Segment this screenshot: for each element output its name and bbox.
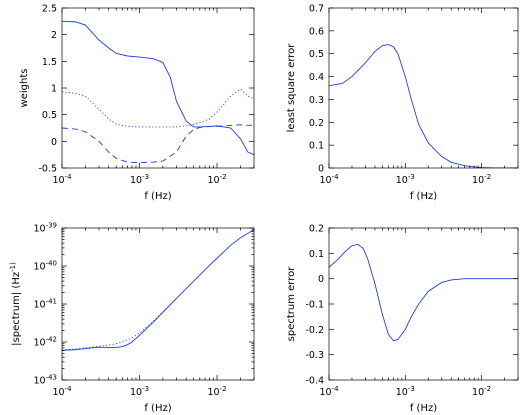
y-tick-label: -0.5: [38, 164, 57, 175]
x-tick-label: 10-2: [472, 385, 491, 398]
axes-frame: [328, 227, 519, 381]
y-tick-label: 10-42: [33, 336, 57, 349]
axes-frame: [328, 7, 519, 169]
x-axis-label: f (Hz): [410, 403, 437, 414]
series-line-2-dotted: [62, 298, 177, 351]
x-tick-label: 10-2: [207, 173, 226, 186]
y-tick-label: 10-43: [33, 374, 57, 387]
y-tick-label: 1.5: [42, 57, 57, 68]
x-axis-label: f (Hz): [144, 403, 171, 414]
chart-3: 10-4 10-3 10-2 10-43 10-42 10-41 10-40 10-39 f (…: [9, 222, 255, 414]
x-axis-label: f (Hz): [144, 191, 171, 202]
y-tick-label: -0.3: [305, 350, 324, 361]
y-tick-label: 0.4: [309, 72, 324, 83]
y-tick-label: 1: [51, 84, 57, 95]
y-axis-label: least square error: [286, 43, 297, 133]
y-tick-label: 0.6: [309, 26, 324, 37]
series-line-1-solid: [62, 229, 254, 351]
x-tick-label: 10-2: [472, 173, 491, 186]
series-line-3-dashed: [62, 124, 254, 164]
y-axis-label: weights: [19, 69, 30, 108]
x-tick-label: 10-4: [52, 173, 72, 186]
y-axis-label: spectrum error: [286, 266, 297, 342]
y-tick-label: 0.5: [42, 110, 57, 121]
y-tick-label: -0.2: [305, 325, 324, 336]
y-tick-label: 0.3: [309, 95, 324, 106]
y-tick-label: 0.7: [309, 4, 324, 15]
x-tick-label: 10-3: [130, 173, 149, 186]
y-tick-label: 0.2: [309, 224, 324, 235]
chart-1: 10-4 10-3 10-2 -0.5 0 0.5 1 1.5 2 2.5 f (Hz) weight…: [19, 4, 255, 202]
x-axis-label: f (Hz): [410, 191, 437, 202]
x-tick-label: 10-3: [396, 173, 415, 186]
y-tick-label: 2: [51, 30, 57, 41]
y-tick-label: 10-41: [33, 298, 57, 311]
x-tick-label: 10-2: [207, 385, 226, 398]
chart-2: 10-4 10-3 10-2 0 0.1 0.2 0.3 0.4 0.5 0.6 0.7 f (Hz)…: [286, 4, 519, 202]
y-tick-label: -0.1: [305, 300, 324, 311]
y-tick-label: 2.5: [42, 4, 57, 15]
y-tick-label: 0: [51, 137, 57, 148]
y-axis-label: |spectrum| (Hz-1): [9, 262, 22, 346]
y-tick-label: 0: [318, 164, 324, 175]
series-line-1-solid: [329, 44, 518, 168]
x-tick-label: 10-4: [319, 173, 339, 186]
y-tick-label: -0.4: [305, 376, 324, 387]
axes-frame: [61, 7, 255, 169]
y-tick-label: 0.5: [309, 49, 324, 60]
x-tick-label: 10-4: [319, 385, 339, 398]
x-tick-label: 10-3: [396, 385, 415, 398]
chart-4: 10-4 10-3 10-2 -0.4 -0.3 -0.2 -0.1 0 0.1 0.2 f (Hz…: [286, 224, 519, 414]
x-tick-label: 10-4: [52, 385, 72, 398]
x-tick-label: 10-3: [130, 385, 149, 398]
y-tick-label: 10-40: [33, 260, 57, 273]
series-line-1-solid: [329, 243, 518, 342]
y-tick-label: 10-39: [33, 222, 57, 235]
series-line-2-dotted: [62, 88, 254, 128]
y-tick-label: 0.1: [309, 141, 324, 152]
y-tick-label: 0.2: [309, 118, 324, 129]
y-tick-label: 0: [318, 274, 324, 285]
y-tick-label: 0.1: [309, 249, 324, 260]
series-line-1-solid: [62, 20, 254, 156]
